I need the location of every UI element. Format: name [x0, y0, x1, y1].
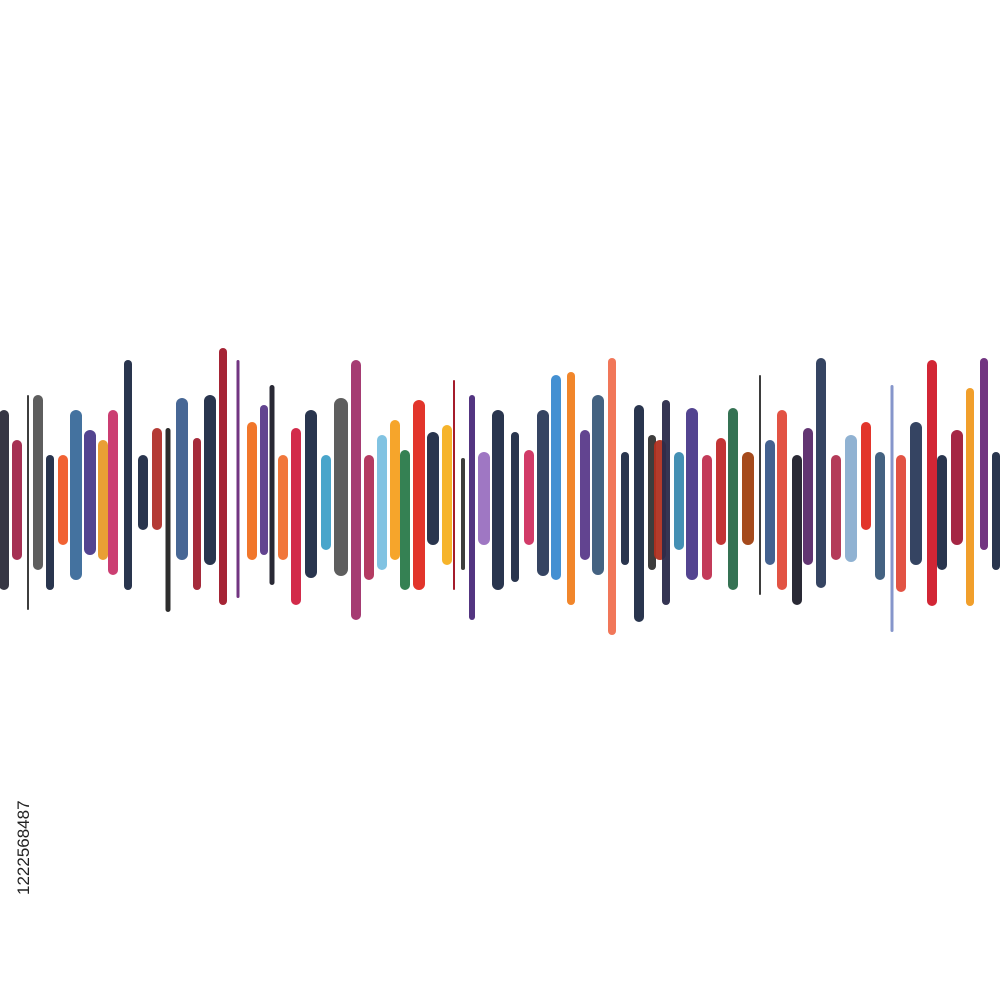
wave-bar: [269, 385, 275, 585]
wave-bar: [247, 422, 257, 560]
wave-bar: [686, 408, 698, 580]
wave-bar: [966, 388, 974, 606]
wave-bar: [662, 400, 670, 605]
wave-bar: [461, 458, 465, 570]
wave-bar: [334, 398, 348, 576]
wave-bar: [427, 432, 439, 545]
wave-bar: [816, 358, 826, 588]
wave-bar: [46, 455, 54, 590]
sound-wave: [0, 348, 1000, 635]
wave-bar: [492, 410, 504, 590]
wave-bar: [152, 428, 162, 530]
wave-bar: [377, 435, 387, 570]
wave-bar: [124, 360, 132, 590]
wave-bar: [592, 395, 604, 575]
wave-bar: [674, 452, 684, 550]
wave-bar: [27, 395, 29, 610]
wave-bar: [364, 455, 374, 580]
wave-bar: [742, 452, 754, 545]
wave-bar: [845, 435, 857, 562]
wave-bar: [511, 432, 519, 582]
wave-bar: [321, 455, 331, 550]
wave-bar: [165, 428, 171, 612]
wave-bar: [702, 455, 712, 580]
wave-bar: [896, 455, 906, 592]
wave-bar: [70, 410, 82, 580]
wave-bar: [551, 375, 561, 580]
wave-bar: [400, 450, 410, 590]
wave-bar: [469, 395, 475, 620]
wave-bar: [992, 452, 1000, 570]
wave-bar: [33, 395, 43, 570]
wave-bar: [176, 398, 188, 560]
wave-bar: [108, 410, 118, 575]
wave-bar: [875, 452, 885, 580]
wave-bar: [138, 455, 148, 530]
stock-id: 1222568487: [14, 800, 33, 895]
wave-bar: [910, 422, 922, 565]
wave-bar: [567, 372, 575, 605]
wave-bar: [634, 405, 644, 622]
wave-bar: [193, 438, 201, 590]
wave-bar: [0, 410, 9, 590]
wave-bar: [792, 455, 802, 605]
wave-bar: [278, 455, 288, 560]
wave-bar: [84, 430, 96, 555]
wave-bar: [831, 455, 841, 560]
wave-bar: [621, 452, 629, 565]
wave-bar: [951, 430, 963, 545]
wave-bar: [937, 455, 947, 570]
wave-bar: [453, 380, 455, 590]
wave-bar: [608, 358, 616, 635]
wave-bar: [728, 408, 738, 590]
wave-bar: [580, 430, 590, 560]
wave-bar: [98, 440, 108, 560]
wave-bar: [442, 425, 452, 565]
wave-bar: [927, 360, 937, 606]
wave-bar: [524, 450, 534, 545]
wave-bar: [413, 400, 425, 590]
wave-bar: [58, 455, 68, 545]
wave-bar: [890, 385, 894, 632]
wave-bar: [980, 358, 988, 550]
wave-bar: [291, 428, 301, 605]
wave-bar: [803, 428, 813, 565]
wave-bar: [12, 440, 22, 560]
wave-bar: [537, 410, 549, 576]
wave-bar: [305, 410, 317, 578]
wave-bar: [478, 452, 490, 545]
wave-bar: [204, 395, 216, 565]
wave-bar: [716, 438, 726, 545]
wave-bar: [351, 360, 361, 620]
wave-bar: [765, 440, 775, 565]
wave-bar: [861, 422, 871, 530]
wave-bar: [390, 420, 400, 560]
wave-bar: [777, 410, 787, 590]
wave-bar: [219, 348, 227, 605]
wave-bar: [260, 405, 268, 555]
wave-bar: [236, 360, 240, 598]
wave-bar: [759, 375, 761, 595]
